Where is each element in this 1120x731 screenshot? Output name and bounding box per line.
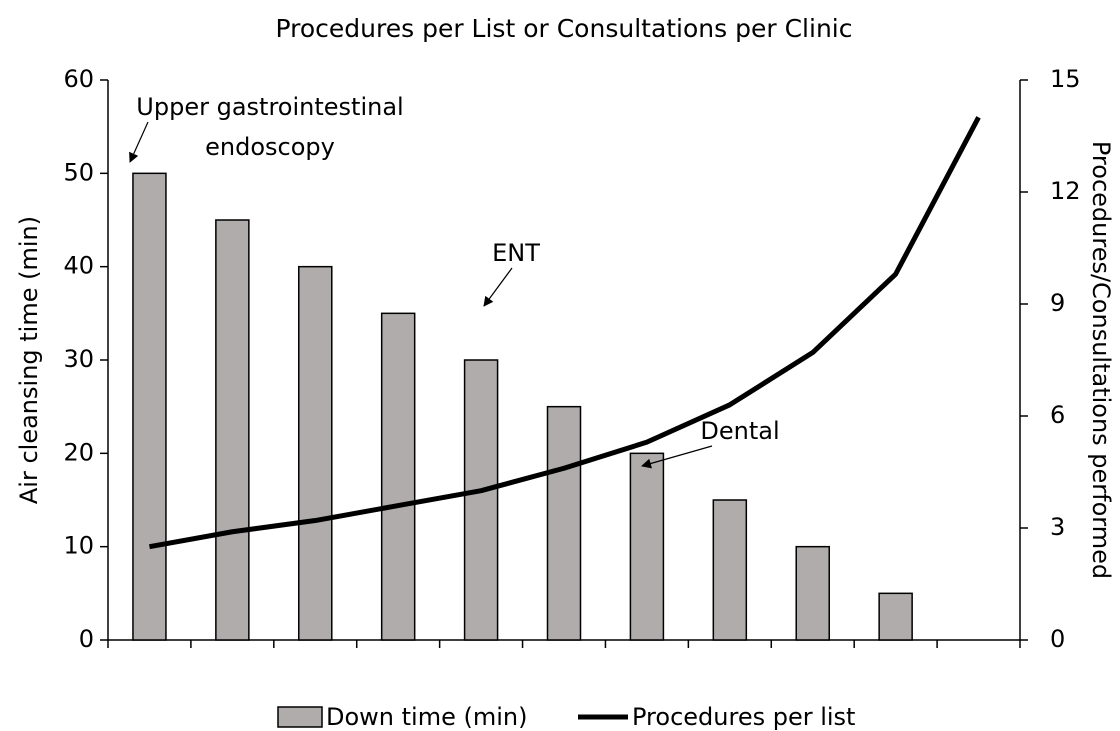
bar (215, 219, 250, 641)
legend-label: Down time (min) (326, 703, 527, 731)
annotation-arrow (129, 121, 149, 163)
annotation: ENT (492, 239, 540, 267)
y-tick-label: 20 (63, 438, 94, 466)
bar (712, 499, 748, 641)
line (149, 116, 981, 550)
bar (546, 405, 582, 641)
bar (380, 312, 416, 641)
y-tick-label: 10 (63, 532, 94, 560)
annotation-arrow (483, 267, 513, 307)
y-axis-label: Air cleansing time (min) (15, 216, 43, 504)
bar (298, 265, 333, 641)
bar (132, 172, 167, 641)
y-tick-label: 60 (63, 65, 94, 93)
bar (629, 452, 665, 641)
annotation-arrow (641, 445, 713, 469)
y2-axis-label: Procedures/Consultations performed (1087, 141, 1115, 579)
y2-tick-label: 6 (1050, 401, 1065, 429)
y-tick-label: 40 (63, 252, 94, 280)
bar (463, 359, 499, 641)
annotation: Upper gastrointestinal (136, 93, 403, 121)
annotation: endoscopy (205, 133, 335, 161)
bar (878, 592, 913, 641)
y2-tick-label: 15 (1050, 65, 1081, 93)
y2-tick-label: 3 (1050, 513, 1065, 541)
legend-label: Procedures per list (632, 703, 855, 731)
chart-title: Procedures per List or Consultations per… (276, 14, 853, 43)
y-tick-label: 30 (63, 345, 94, 373)
y2-tick-label: 12 (1050, 177, 1081, 205)
y2-tick-label: 0 (1050, 625, 1065, 653)
y-tick-label: 50 (63, 158, 94, 186)
annotation: Dental (700, 417, 779, 445)
bar (795, 545, 830, 641)
y-tick-label: 0 (79, 625, 94, 653)
legend-swatch (277, 706, 323, 728)
y2-tick-label: 9 (1050, 289, 1065, 317)
